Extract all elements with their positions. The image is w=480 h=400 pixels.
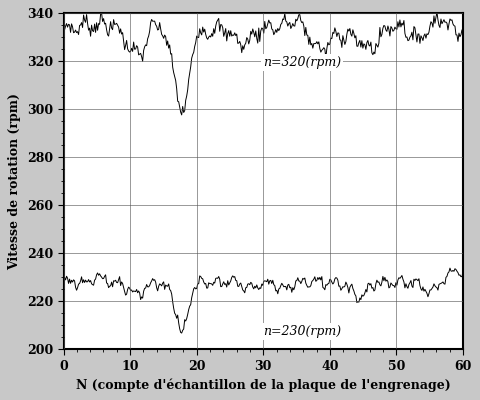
Y-axis label: Vitesse de rotation (rpm): Vitesse de rotation (rpm) (8, 93, 21, 270)
Text: n=320(rpm): n=320(rpm) (263, 56, 341, 69)
X-axis label: N (compte d'échantillon de la plaque de l'engrenage): N (compte d'échantillon de la plaque de … (76, 378, 451, 392)
Text: n=230(rpm): n=230(rpm) (263, 325, 341, 338)
